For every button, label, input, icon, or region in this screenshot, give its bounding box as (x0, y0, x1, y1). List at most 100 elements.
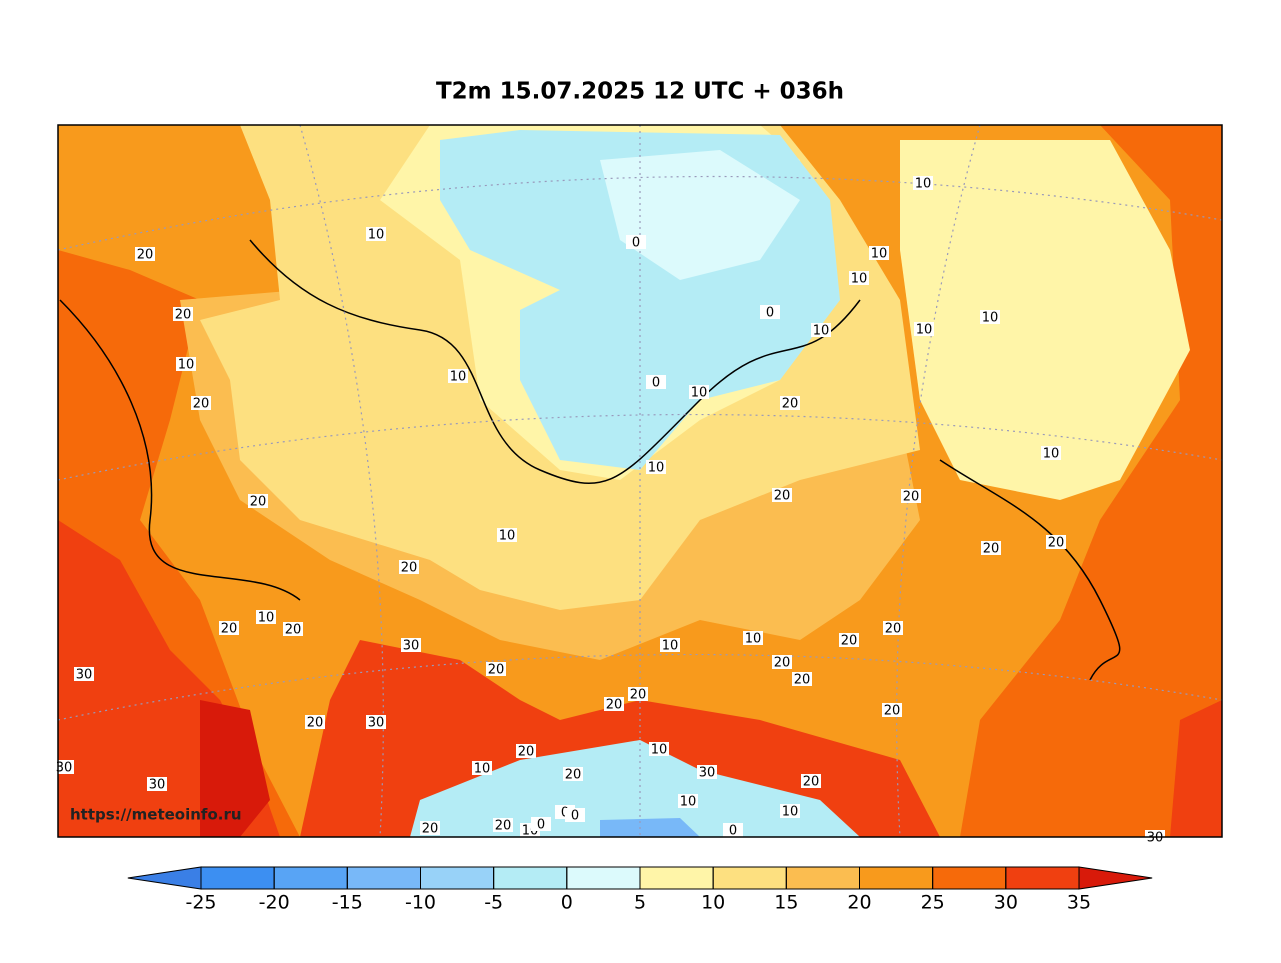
contour-label: 10 (178, 358, 195, 373)
contour-label: 20 (422, 822, 439, 837)
contour-label-bg (493, 818, 513, 832)
contour-label-bg (723, 823, 743, 837)
contour-label-bg (883, 621, 903, 635)
colorbar-tick-label: 5 (634, 892, 646, 914)
contour-label-bg (219, 621, 239, 635)
contour-label: 10 (916, 323, 933, 338)
contour-label: 20 (774, 489, 791, 504)
contour-label-bg (792, 672, 812, 686)
contour-label: 20 (794, 673, 811, 688)
colorbar-extend-min (127, 866, 202, 890)
contour-label: 20 (307, 716, 324, 731)
contour-label-bg (135, 247, 155, 261)
contour-label-bg (366, 227, 386, 241)
contour-label-bg (649, 742, 669, 756)
contour-label-bg (626, 235, 646, 249)
contour-label: 0 (571, 809, 579, 824)
contour-label: 20 (630, 688, 647, 703)
contour-label: 30 (76, 668, 93, 683)
colorbar-segment (420, 866, 495, 890)
colorbar-tick-label: -20 (259, 892, 290, 914)
contour-label-bg (772, 655, 792, 669)
contour-label: 20 (606, 698, 623, 713)
contour-label: 20 (884, 704, 901, 719)
contour-label: 20 (565, 768, 582, 783)
contour-label-bg (980, 310, 1000, 324)
contour-label: 0 (537, 818, 545, 833)
colorbar-segment (493, 866, 568, 890)
contour-label-bg (565, 808, 585, 822)
contour-label: 10 (1043, 447, 1060, 462)
contour-label-bg (305, 715, 325, 729)
colorbar-tick-label: 35 (1067, 892, 1091, 914)
contour-label: 10 (450, 370, 467, 385)
contour-label: 10 (680, 795, 697, 810)
contour-label-bg (486, 662, 506, 676)
contour-label-bg (191, 396, 211, 410)
contour-label: 20 (495, 819, 512, 834)
colorbar-segment (932, 866, 1007, 890)
contour-label: 30 (403, 639, 420, 654)
contour-label-bg (420, 821, 440, 835)
contour-label: 20 (285, 623, 302, 638)
contour-label: 0 (652, 376, 660, 391)
contour-label: 30 (1147, 831, 1164, 846)
contour-label-bg (678, 794, 698, 808)
contour-label: 20 (983, 542, 1000, 557)
title: T2m 15.07.2025 12 UTC + 036h (436, 79, 844, 105)
contour-label-bg (772, 488, 792, 502)
contour-label: 10 (782, 805, 799, 820)
contour-label: 20 (803, 775, 820, 790)
contour-label-bg (660, 638, 680, 652)
contour-label-bg (646, 460, 666, 474)
contour-label-bg (256, 610, 276, 624)
contour-label: 20 (193, 397, 210, 412)
contour-label-bg (697, 765, 717, 779)
colorbar-tick-label: -10 (405, 892, 436, 914)
contour-label-bg (399, 560, 419, 574)
colorbar-segment (200, 866, 275, 890)
contour-label: 20 (841, 634, 858, 649)
contour-label-bg (516, 744, 536, 758)
contour-label-bg (74, 667, 94, 681)
contour-label-bg (689, 385, 709, 399)
colorbar-tick-label: 0 (561, 892, 573, 914)
contour-label-bg (448, 369, 468, 383)
map-frame (57, 124, 1223, 838)
colorbar-segment (346, 866, 422, 890)
contour-label: 20 (885, 622, 902, 637)
contour-label: 20 (221, 622, 238, 637)
contour-label-bg (176, 357, 196, 371)
contour-label: 10 (691, 386, 708, 401)
contour-label-bg (283, 622, 303, 636)
contour-label-bg (811, 323, 831, 337)
contour-label: 0 (766, 306, 774, 321)
contour-label-bg (628, 687, 648, 701)
contour-label-bg (801, 774, 821, 788)
colorbar-segment (712, 866, 787, 890)
colorbar-extend-max (1078, 866, 1153, 890)
contour-label: 10 (982, 311, 999, 326)
contour-label-bg (366, 715, 386, 729)
contour-label: 10 (368, 228, 385, 243)
colorbar-tick-label: 10 (701, 892, 725, 914)
colorbar-segment (273, 866, 348, 890)
contour-label-bg (839, 633, 859, 647)
contour-label-bg (913, 176, 933, 190)
contour-label-bg (882, 703, 902, 717)
contour-label: 10 (648, 461, 665, 476)
contour-label-bg (401, 638, 421, 652)
colorbar: -25 -20 -15 -10 -5 0 5 10 15 20 25 30 35 (127, 866, 1153, 914)
contour-label-bg (743, 631, 763, 645)
contour-label-bg (248, 494, 268, 508)
contour-label: 10 (474, 762, 491, 777)
colorbar-segment (566, 866, 641, 890)
contour-label: 20 (782, 397, 799, 412)
contour-label-bg (914, 322, 934, 336)
map (58, 125, 1222, 837)
contour-label: 10 (662, 639, 679, 654)
colorbar-segment (639, 866, 714, 890)
contour-label: 10 (651, 743, 668, 758)
